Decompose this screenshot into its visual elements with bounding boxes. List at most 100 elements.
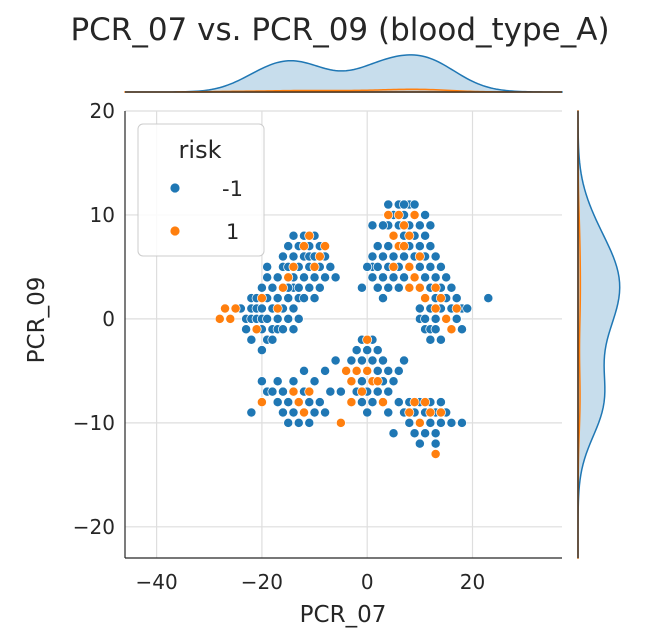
- scatter-point: [278, 251, 288, 262]
- scatter-point: [330, 272, 341, 283]
- scatter-point: [435, 397, 446, 408]
- scatter-point: [420, 230, 431, 241]
- scatter-point: [430, 324, 441, 335]
- top-marginal-kde: [124, 54, 563, 93]
- scatter-point: [399, 220, 409, 231]
- scatter-point: [425, 261, 436, 272]
- scatter-point: [241, 324, 252, 335]
- scatter-point: [435, 293, 446, 304]
- scatter-point: [283, 417, 294, 428]
- y-axis-label: PCR_09: [24, 277, 50, 364]
- scatter-point: [325, 386, 336, 397]
- scatter-point: [262, 261, 273, 272]
- scatter-point: [393, 397, 404, 408]
- scatter-point: [362, 334, 373, 345]
- scatter-point: [356, 355, 367, 366]
- right-kde-neg1: [577, 110, 621, 559]
- scatter-point: [283, 272, 294, 283]
- x-tick-label: 0: [361, 570, 374, 594]
- scatter-point: [420, 272, 431, 283]
- scatter-point: [483, 293, 494, 304]
- scatter-point: [425, 220, 436, 231]
- scatter-point: [414, 241, 425, 252]
- scatter-point: [246, 407, 257, 418]
- y-tick-label: 20: [90, 99, 115, 123]
- scatter-point: [362, 261, 373, 272]
- scatter-point: [393, 210, 404, 220]
- scatter-point: [420, 397, 431, 408]
- scatter-point: [451, 293, 462, 304]
- scatter-point: [320, 272, 331, 283]
- scatter-point: [272, 376, 283, 387]
- scatter-point: [441, 313, 452, 324]
- scatter-point: [420, 428, 431, 439]
- top-kde-neg1: [124, 54, 563, 93]
- scatter-point: [435, 334, 446, 345]
- scatter-point: [346, 376, 357, 387]
- scatter-point: [399, 272, 409, 283]
- scatter-point: [383, 210, 394, 220]
- scatter-point: [314, 251, 325, 262]
- scatter-point: [309, 293, 320, 304]
- scatter-point: [256, 282, 267, 293]
- scatter-point: [367, 220, 378, 231]
- scatter-point: [414, 282, 425, 293]
- scatter-point: [214, 313, 225, 324]
- scatter-point: [409, 397, 420, 408]
- scatter-point: [278, 386, 288, 397]
- scatter-point: [399, 241, 409, 252]
- scatter-point: [267, 386, 278, 397]
- scatter-point: [383, 407, 394, 418]
- scatter-point: [304, 386, 315, 397]
- scatter-point: [262, 313, 273, 324]
- scatter-point: [378, 272, 388, 283]
- scatter-point: [356, 376, 367, 387]
- scatter-plot-area: −40 −20 0 20 −20 −10 0 10 20: [73, 99, 562, 594]
- y-tick-labels: −20 −10 0 10 20: [73, 99, 115, 539]
- scatter-point: [304, 230, 315, 241]
- axis-spines: [124, 111, 562, 559]
- scatter-point: [451, 303, 462, 314]
- scatter-point: [283, 313, 294, 324]
- scatter-point: [409, 272, 420, 283]
- scatter-point: [356, 386, 367, 397]
- scatter-point: [372, 386, 383, 397]
- scatter-point: [314, 282, 325, 293]
- scatter-point: [351, 365, 362, 376]
- scatter-point: [441, 272, 452, 283]
- scatter-point: [430, 303, 441, 314]
- scatter-point: [335, 386, 346, 397]
- scatter-point: [462, 303, 473, 314]
- scatter-point: [320, 365, 331, 376]
- scatter-point: [335, 417, 346, 428]
- scatter-point: [346, 397, 357, 408]
- scatter-point: [399, 355, 409, 366]
- scatter-point: [430, 272, 441, 283]
- scatter-point: [251, 324, 262, 335]
- scatter-point: [414, 303, 425, 314]
- scatter-point: [299, 365, 309, 376]
- scatter-point: [404, 282, 415, 293]
- scatter-point: [272, 303, 283, 314]
- scatter-point: [283, 241, 294, 252]
- legend-marker-pos1: [169, 225, 181, 237]
- scatter-point: [288, 324, 299, 335]
- scatter-point: [356, 397, 367, 408]
- scatter-point: [272, 272, 283, 283]
- scatter-point: [304, 397, 315, 408]
- y-tick-label: −20: [73, 515, 115, 539]
- scatter-point: [414, 220, 425, 231]
- scatter-point: [299, 272, 309, 283]
- scatter-point: [378, 397, 388, 408]
- scatter-point: [288, 261, 299, 272]
- legend-title: risk: [179, 136, 222, 164]
- scatter-point: [425, 417, 436, 428]
- scatter-point: [404, 417, 415, 428]
- legend: risk -1 1: [137, 123, 265, 257]
- scatter-point: [372, 282, 383, 293]
- scatter-point: [246, 334, 257, 345]
- scatter-point: [367, 251, 378, 262]
- scatter-point: [267, 282, 278, 293]
- scatter-point: [325, 261, 336, 272]
- scatter-point: [278, 282, 288, 293]
